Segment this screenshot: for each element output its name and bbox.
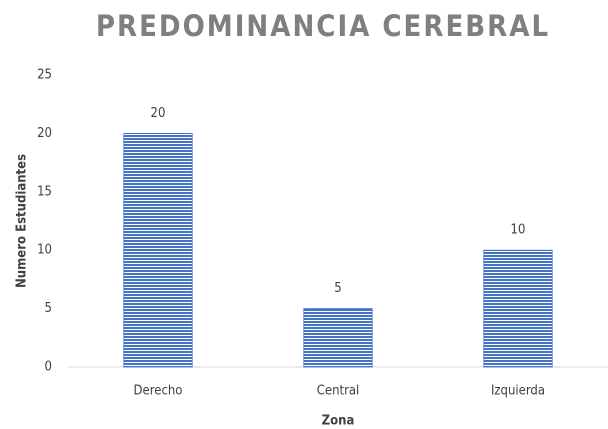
data-label: 5 — [334, 281, 341, 296]
x-tick-label: Derecho — [134, 384, 183, 399]
y-tick-label: 25 — [37, 68, 52, 83]
y-axis-title: Numero Estudiantes — [15, 154, 30, 288]
bar — [303, 308, 373, 368]
y-tick-label: 20 — [37, 126, 52, 141]
y-tick-label: 0 — [45, 360, 52, 375]
x-tick-label: Central — [317, 384, 360, 399]
x-axis-title: Zona — [322, 414, 355, 429]
bar — [483, 249, 553, 368]
x-tick-label: Izquierda — [491, 384, 545, 399]
bar — [123, 132, 193, 368]
chart-title: PREDOMINANCIA CEREBRAL — [96, 9, 550, 43]
y-tick-label: 15 — [37, 184, 52, 199]
data-label: 10 — [511, 223, 526, 238]
y-tick-label: 10 — [37, 243, 52, 258]
data-label: 20 — [151, 106, 166, 121]
y-tick-label: 5 — [45, 301, 52, 316]
